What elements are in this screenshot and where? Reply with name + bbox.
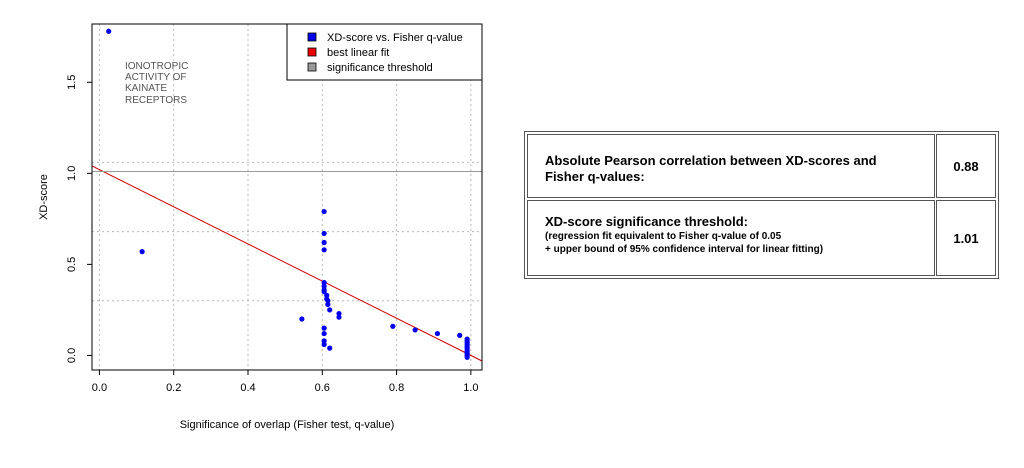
- line-layer: [91, 165, 483, 362]
- data-point-4: [321, 230, 327, 237]
- legend-swatch-fit: [307, 47, 317, 57]
- data-point-15: [324, 292, 330, 298]
- legend-swatch-threshold: [307, 62, 317, 72]
- legend-label-threshold: significance threshold: [327, 62, 433, 74]
- x-tick-label-5: 1.0: [463, 382, 478, 394]
- threshold-label-sub-2: + upper bound of 95% confidence interval…: [545, 244, 824, 255]
- data-point-1: [139, 249, 145, 255]
- annotation-line-2: ACTIVITY OF: [125, 72, 187, 83]
- y-tick-label-2: 1.0: [66, 166, 78, 181]
- data-point-14: [321, 341, 327, 348]
- legend-label-scatter: XD-score vs. Fisher q-value: [327, 32, 463, 44]
- data-point-19: [327, 307, 333, 313]
- data-point-20: [327, 345, 333, 351]
- legend-swatch-scatter: [307, 32, 317, 42]
- data-point-10: [321, 289, 327, 295]
- data-point-2: [299, 316, 305, 322]
- annotation-line-3: KAINATE: [125, 83, 167, 94]
- threshold-value-cell: 1.01: [936, 200, 996, 276]
- x-tick-label-2: 0.4: [240, 382, 255, 394]
- legend: XD-score vs. Fisher q-value best linear …: [286, 23, 483, 81]
- annotation-line-4: RECEPTORS: [125, 95, 187, 106]
- threshold-value: 1.01: [953, 231, 979, 246]
- fit-line: [91, 165, 483, 362]
- data-point-13: [321, 338, 327, 344]
- statistics-table: Absolute Pearson correlation between XD-…: [524, 131, 999, 279]
- data-point-24: [412, 327, 418, 333]
- data-point-8: [321, 283, 327, 289]
- data-point-5: [321, 239, 327, 246]
- legend-label-fit: best linear fit: [327, 47, 389, 59]
- threshold-label-main: XD-score significance threshold:: [545, 214, 748, 229]
- data-points: [106, 28, 470, 360]
- y-axis-label: XD-score: [38, 174, 50, 220]
- data-point-23: [390, 323, 396, 329]
- data-point-11: [321, 325, 327, 331]
- x-axis-label: Significance of overlap (Fisher test, q-…: [180, 419, 395, 431]
- threshold-label-sub-1: (regression fit equivalent to Fisher q-v…: [545, 231, 782, 242]
- data-point-25: [434, 330, 441, 337]
- data-point-3: [321, 208, 327, 215]
- data-point-12: [321, 330, 327, 337]
- y-tick-label-0: 0.0: [66, 348, 78, 363]
- x-tick-label-4: 0.8: [389, 382, 404, 394]
- correlation-label-line-2: Fisher q-values:: [545, 169, 645, 184]
- data-point-6: [321, 247, 327, 253]
- grid: [92, 24, 482, 370]
- data-point-0: [106, 28, 112, 34]
- x-tick-label-3: 0.6: [315, 382, 330, 394]
- data-point-21: [336, 310, 342, 317]
- legend-box: [286, 23, 483, 81]
- annotation-line-1: IONOTROPIC: [125, 61, 188, 72]
- data-point-7: [321, 279, 327, 286]
- correlation-label-cell: Absolute Pearson correlation between XD-…: [527, 134, 935, 198]
- data-point-18: [325, 301, 331, 308]
- correlation-label-line-1: Absolute Pearson correlation between XD-…: [545, 153, 877, 168]
- threshold-label-cell: XD-score significance threshold: (regres…: [527, 200, 935, 276]
- correlation-value-cell: 0.88: [936, 134, 996, 198]
- data-point-37: [464, 354, 470, 360]
- correlation-value: 0.88: [953, 159, 979, 174]
- y-tick-label-3: 1.5: [66, 75, 78, 90]
- data-point-26: [457, 332, 463, 338]
- data-point-17: [325, 298, 331, 304]
- axes: 0.0 0.2 0.4 0.6 0.8 1.0 0.0 0.5 1.0 1.5: [66, 75, 479, 394]
- data-point-22: [336, 314, 342, 320]
- x-tick-label-0: 0.0: [92, 382, 107, 394]
- y-tick-label-1: 0.5: [66, 257, 78, 272]
- x-tick-label-1: 0.2: [166, 382, 181, 394]
